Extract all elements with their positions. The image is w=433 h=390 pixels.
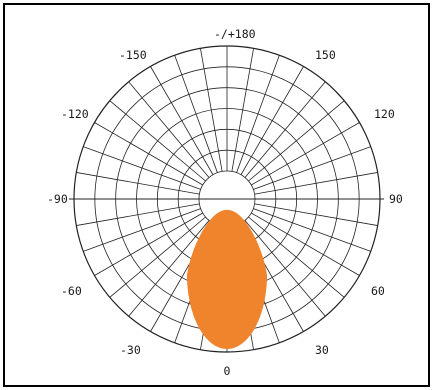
grid-spoke <box>248 216 345 298</box>
grid-spoke <box>200 48 223 172</box>
grid-spoke <box>240 66 304 175</box>
label-backing <box>45 193 69 206</box>
grid-spoke <box>128 81 210 178</box>
angle-tick-labels: -/+180 -150 150 -120 120 -90 90 -60 60 -30 30 0 <box>45 27 411 378</box>
angle-tick-label: 30 <box>315 343 329 357</box>
angle-tick-label: -150 <box>119 48 147 62</box>
grid-spoke <box>254 172 378 195</box>
distribution-layer <box>187 209 267 349</box>
angle-tick-label: -90 <box>47 192 68 206</box>
grid-spoke <box>150 66 214 175</box>
grid-spoke <box>254 203 378 226</box>
grid-spoke <box>253 146 371 190</box>
angle-tick-label: -/+180 <box>214 27 256 41</box>
grid-spoke <box>83 208 201 252</box>
grid-spoke <box>251 212 360 276</box>
grid-spoke <box>244 81 326 178</box>
grid-spoke <box>253 208 371 252</box>
grid-spoke <box>94 122 203 186</box>
angle-tick-label: 120 <box>374 107 395 121</box>
grid-spoke <box>128 220 210 317</box>
angle-tick-label: 150 <box>315 48 336 62</box>
grid-spoke <box>109 100 206 182</box>
grid-spoke <box>244 220 326 317</box>
grid-spoke <box>83 146 201 190</box>
polar-chart: -/+180 -150 150 -120 120 -90 90 -60 60 -30 30 0 <box>45 27 411 378</box>
angle-tick-label: 60 <box>371 284 385 298</box>
intensity-distribution-lobe <box>187 209 267 349</box>
grid-spoke <box>174 55 218 173</box>
grid-spoke <box>231 48 254 172</box>
angle-tick-label: -60 <box>61 284 82 298</box>
grid-spoke <box>76 203 200 226</box>
chart-frame: -/+180 -150 150 -120 120 -90 90 -60 60 -30 30 0 <box>3 3 430 387</box>
angle-tick-label: 90 <box>389 192 403 206</box>
angle-tick-label: 0 <box>224 364 231 378</box>
grid-spoke <box>248 100 345 182</box>
angle-tick-label: -120 <box>61 107 89 121</box>
grid-spoke <box>236 55 280 173</box>
grid-spoke <box>94 212 203 276</box>
label-backing <box>387 193 411 206</box>
grid-spoke <box>76 172 200 195</box>
grid-spoke <box>109 216 206 298</box>
grid-spoke <box>251 122 360 186</box>
angle-tick-label: -30 <box>120 343 141 357</box>
